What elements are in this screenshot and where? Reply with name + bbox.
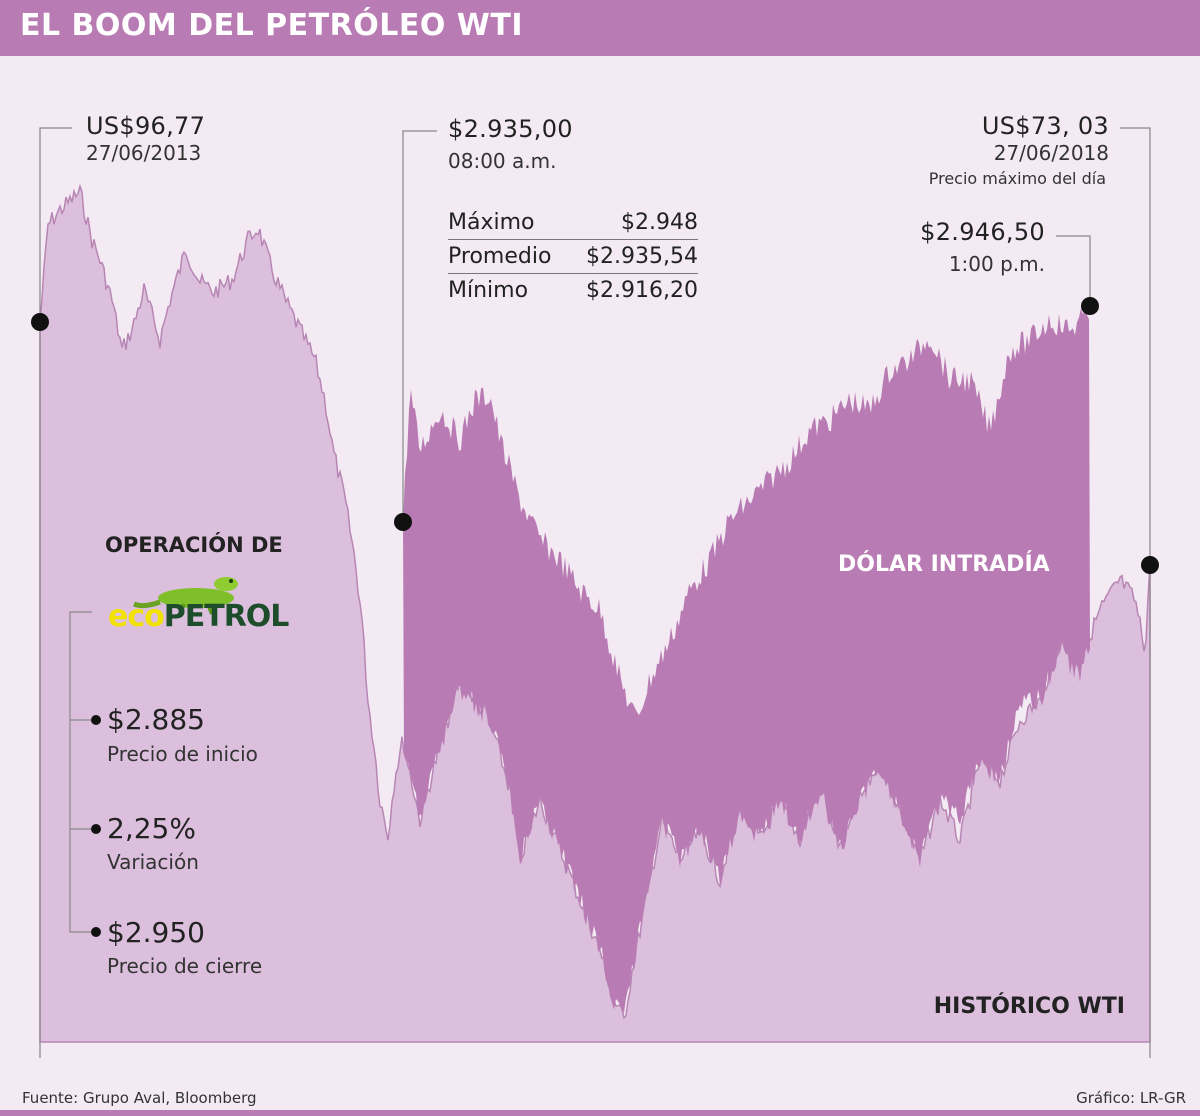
iguana-logo-icon xyxy=(133,577,238,615)
logo-eco-text: eco xyxy=(108,599,165,634)
title-bar: EL BOOM DEL PETRÓLEO WTI xyxy=(0,0,1200,56)
bottom-bar xyxy=(0,1110,1200,1116)
credit-note: Gráfico: LR-GR xyxy=(1076,1089,1186,1107)
dollar-open-time: 08:00 a.m. xyxy=(448,149,557,173)
wti-start-value: US$96,77 xyxy=(86,112,206,140)
stats-label: Máximo xyxy=(448,210,535,235)
logo-petrol-text: PETROL xyxy=(163,599,290,634)
dollar-open-leader xyxy=(402,130,437,522)
ecopetrol-bracket xyxy=(69,611,92,933)
ecopetrol-bullet xyxy=(91,715,101,725)
dollar-peak-marker xyxy=(1081,297,1099,315)
dollar-series-label: DÓLAR INTRADÍA xyxy=(838,552,1050,577)
wti-start-marker xyxy=(31,313,49,331)
wti-end-note: Precio máximo del día xyxy=(928,169,1106,188)
dollar-open-marker xyxy=(394,513,412,531)
stats-value: $2.948 xyxy=(621,210,698,235)
ecopetrol-close-value: $2.950 xyxy=(107,916,205,949)
dollar-open-value: $2.935,00 xyxy=(448,115,573,143)
dollar-peak-leader xyxy=(1056,235,1091,306)
stats-value: $2.916,20 xyxy=(586,278,698,303)
stats-row-max: Máximo $2.948 xyxy=(448,206,698,239)
ecopetrol-close-label: Precio de cierre xyxy=(107,954,263,978)
stats-row-min: Mínimo $2.916,20 xyxy=(448,273,698,307)
dollar-stats-table: Máximo $2.948 Promedio $2.935,54 Mínimo … xyxy=(448,206,698,307)
ecopetrol-variation-value: 2,25% xyxy=(107,812,196,845)
wti-end-date: 27/06/2018 xyxy=(993,141,1109,165)
wti-end-value: US$73, 03 xyxy=(981,112,1109,140)
stats-label: Mínimo xyxy=(448,278,529,303)
wti-end-leader xyxy=(1120,127,1151,1058)
ecopetrol-open-value: $2.885 xyxy=(107,703,205,736)
chart-title: EL BOOM DEL PETRÓLEO WTI xyxy=(20,8,524,43)
ecopetrol-bullet xyxy=(91,824,101,834)
stats-label: Promedio xyxy=(448,244,552,269)
ecopetrol-variation-label: Variación xyxy=(107,850,199,874)
ecopetrol-logo: ecoPETROL xyxy=(108,599,290,634)
wti-area xyxy=(39,183,1151,1043)
dollar-intraday-area xyxy=(403,302,1090,1014)
stats-row-avg: Promedio $2.935,54 xyxy=(448,239,698,273)
dollar-peak-value: $2.946,50 xyxy=(920,218,1045,246)
dollar-peak-time: 1:00 p.m. xyxy=(948,252,1045,276)
wti-start-leader xyxy=(39,127,72,1058)
stats-value: $2.935,54 xyxy=(586,244,698,269)
ecopetrol-open-label: Precio de inicio xyxy=(107,742,258,766)
wti-start-date: 27/06/2013 xyxy=(86,141,202,165)
source-note: Fuente: Grupo Aval, Bloomberg xyxy=(22,1089,257,1107)
wti-series-label: HISTÓRICO WTI xyxy=(933,994,1125,1019)
ecopetrol-bullet xyxy=(91,927,101,937)
wti-end-marker xyxy=(1141,556,1159,574)
ecopetrol-heading: OPERACIÓN DE xyxy=(105,533,283,557)
